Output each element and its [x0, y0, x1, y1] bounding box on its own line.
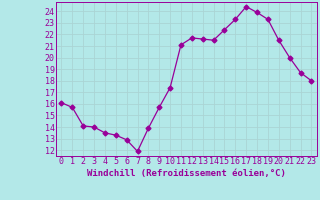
X-axis label: Windchill (Refroidissement éolien,°C): Windchill (Refroidissement éolien,°C)	[87, 169, 286, 178]
